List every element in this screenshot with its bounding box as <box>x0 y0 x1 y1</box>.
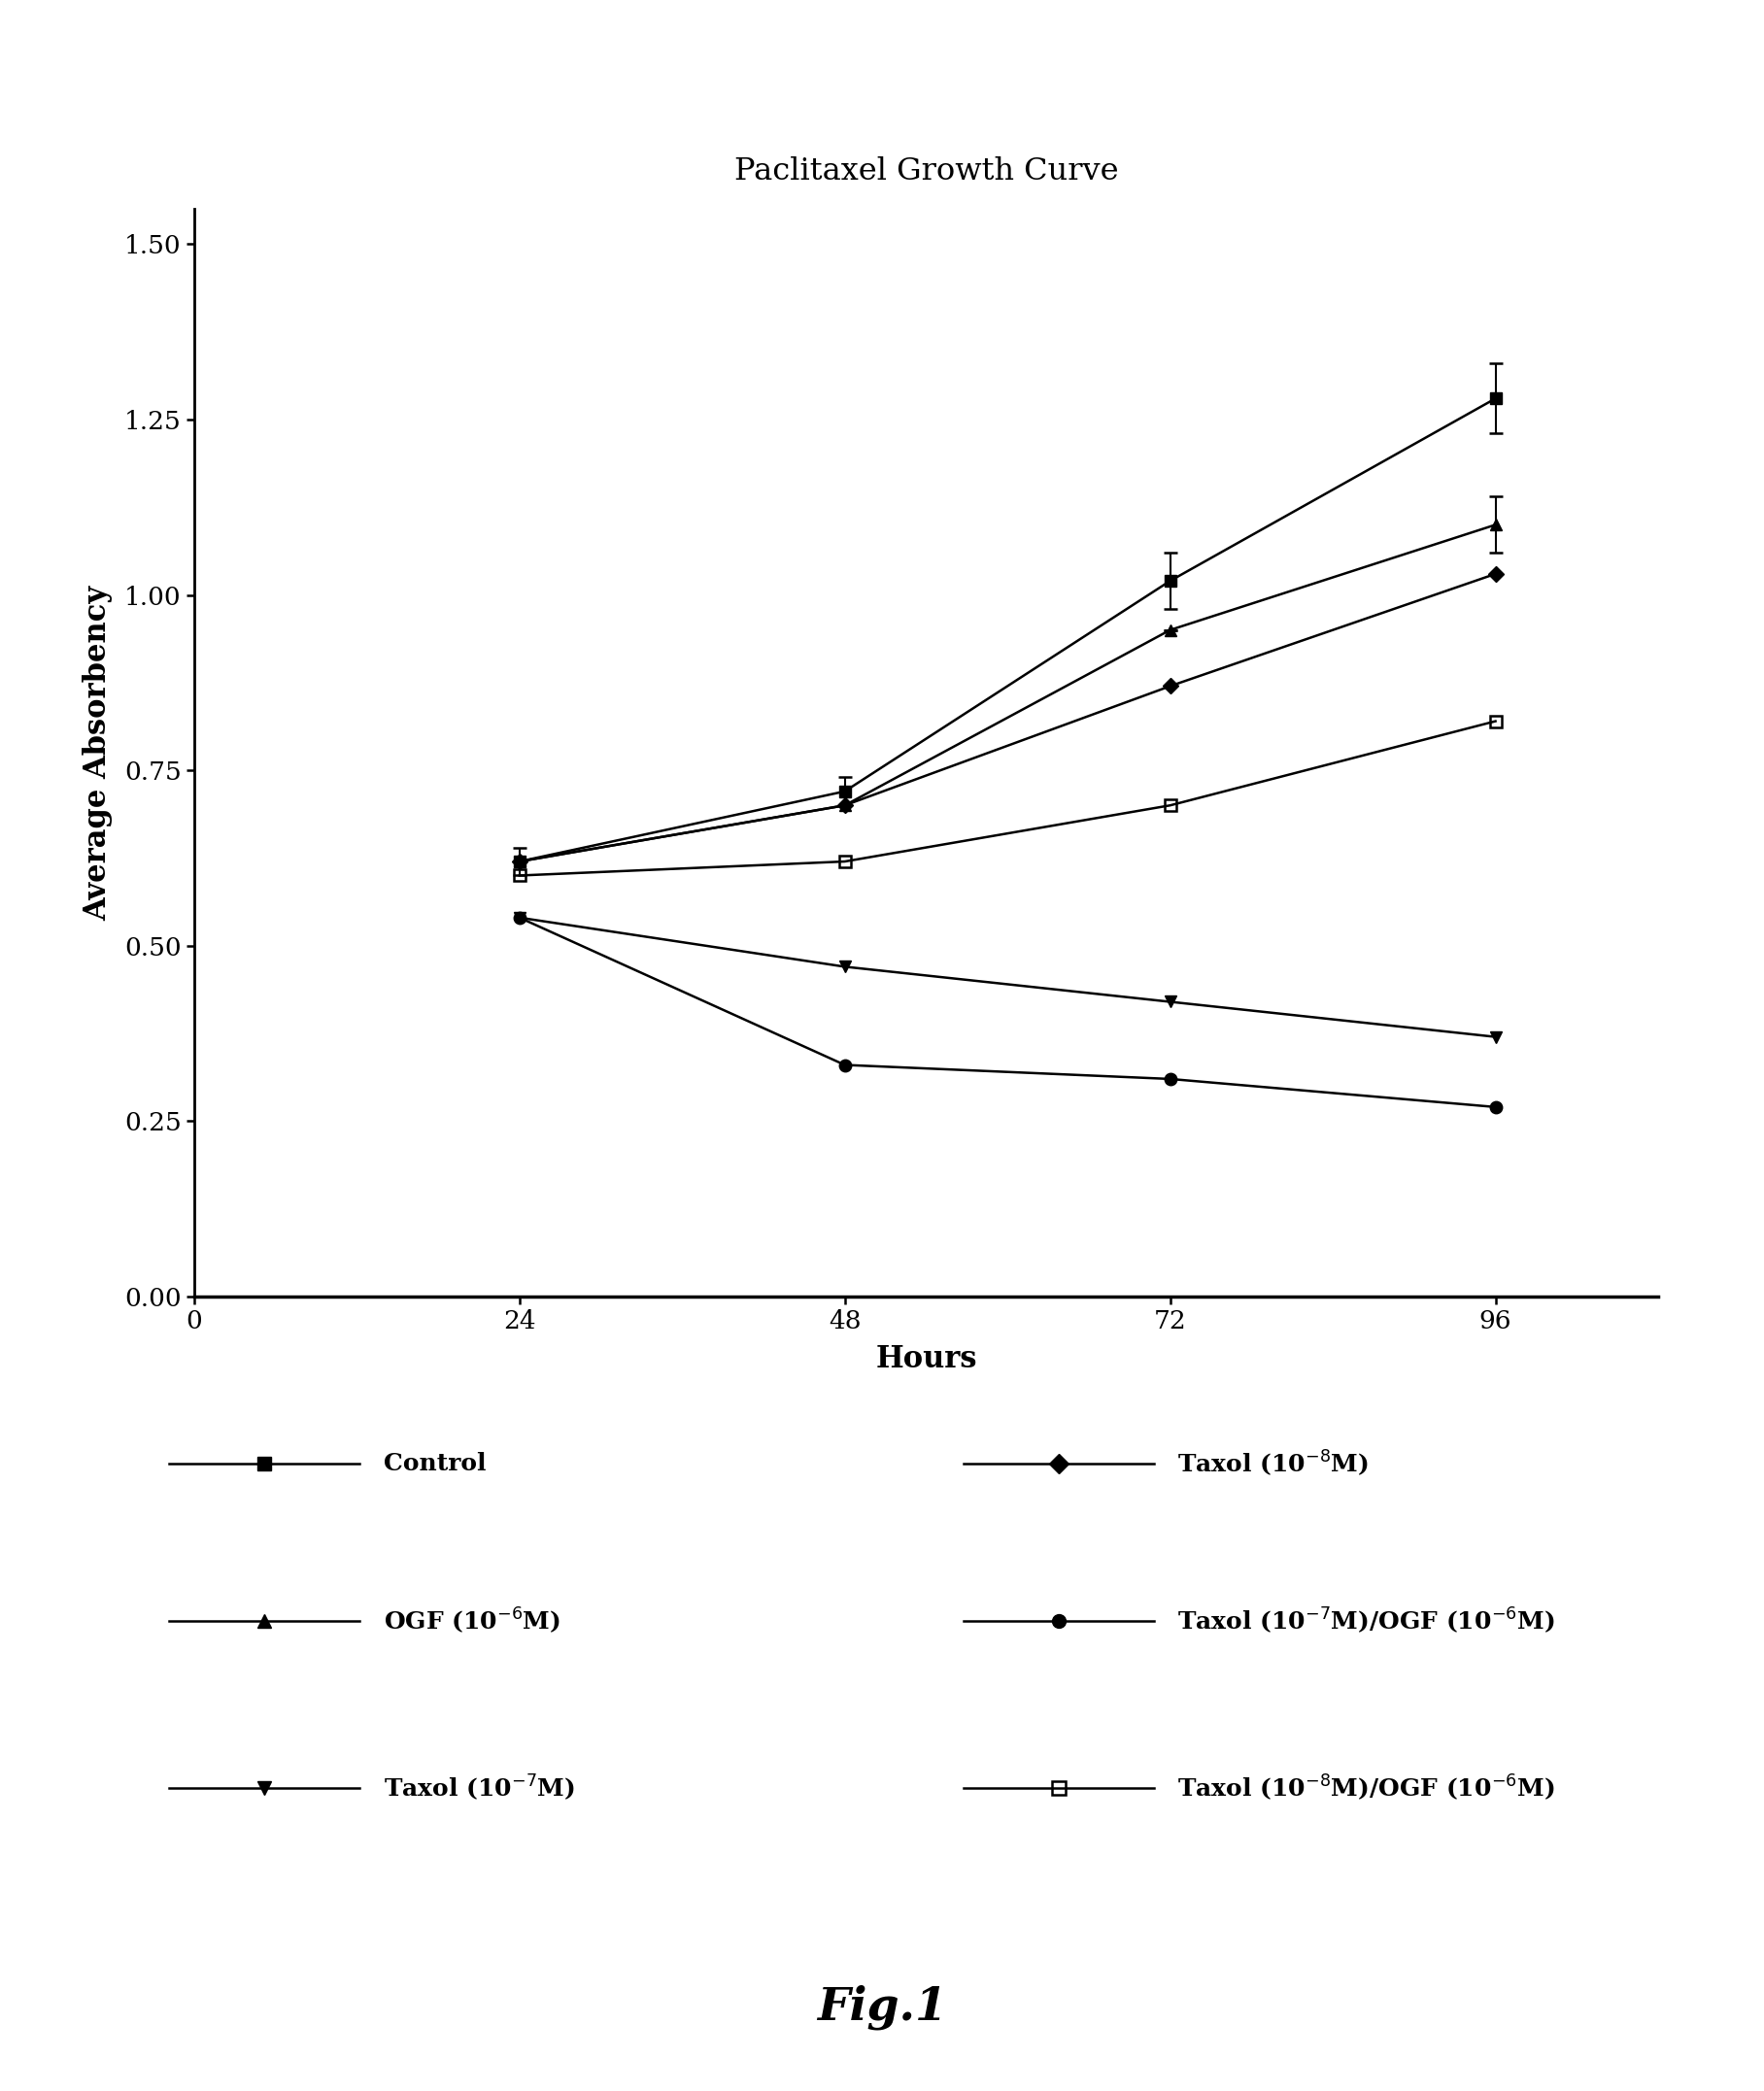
Text: Taxol (10$^{-7}$M)/OGF (10$^{-6}$M): Taxol (10$^{-7}$M)/OGF (10$^{-6}$M) <box>1178 1606 1554 1635</box>
Text: Fig.1: Fig.1 <box>817 1984 947 2030</box>
Y-axis label: Average Absorbency: Average Absorbency <box>83 585 113 920</box>
Text: Taxol (10$^{-8}$M)/OGF (10$^{-6}$M): Taxol (10$^{-8}$M)/OGF (10$^{-6}$M) <box>1178 1773 1554 1802</box>
X-axis label: Hours: Hours <box>875 1345 977 1374</box>
Text: Control: Control <box>385 1451 487 1476</box>
Text: Taxol (10$^{-7}$M): Taxol (10$^{-7}$M) <box>385 1773 575 1802</box>
Text: OGF (10$^{-6}$M): OGF (10$^{-6}$M) <box>385 1606 561 1635</box>
Title: Paclitaxel Growth Curve: Paclitaxel Growth Curve <box>734 157 1118 186</box>
Text: Taxol (10$^{-8}$M): Taxol (10$^{-8}$M) <box>1178 1449 1369 1478</box>
